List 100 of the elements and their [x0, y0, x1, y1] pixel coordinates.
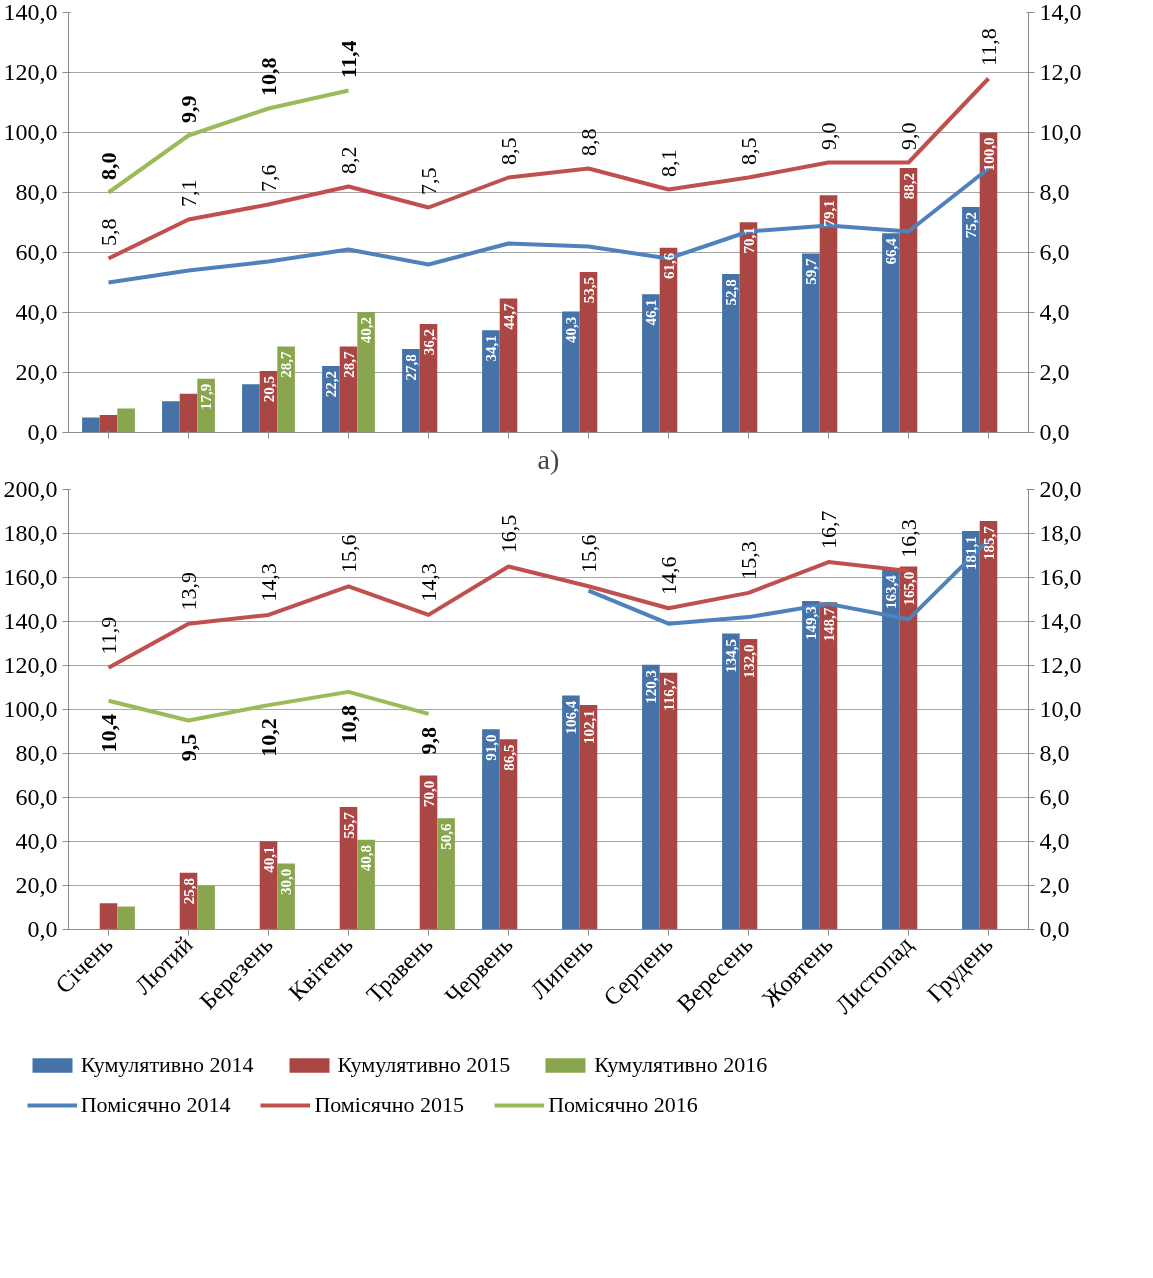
data-label: 15,3	[735, 541, 761, 580]
bar	[962, 531, 980, 930]
data-label: 10,2	[255, 718, 281, 757]
data-label: 9,5	[175, 733, 201, 762]
bar	[979, 520, 998, 930]
data-label: 15,6	[575, 534, 601, 574]
y-tick-label: 100,0	[3, 696, 58, 722]
bar	[659, 672, 678, 930]
y-tick-label: 140,0	[3, 608, 58, 634]
data-label: 10,8	[255, 57, 281, 96]
data-label: 13,9	[175, 572, 201, 611]
legend-label: Кумулятивно 2016	[594, 1052, 768, 1078]
data-label: 70,1	[740, 227, 757, 254]
data-label: 40,8	[358, 845, 375, 872]
legend-label: Помісячно 2014	[80, 1092, 231, 1118]
y2-tick-label: 8,0	[1039, 179, 1070, 205]
data-label: 16,5	[495, 514, 521, 554]
y2-tick-label: 6,0	[1039, 784, 1070, 810]
y2-tick-label: 14,0	[1039, 0, 1082, 25]
y-tick-label: 140,0	[3, 0, 58, 25]
data-label: 53,5	[580, 277, 597, 304]
y-tick-label: 120,0	[3, 652, 58, 678]
data-label: 132,0	[740, 644, 757, 679]
legend-label: Помісячно 2015	[314, 1092, 465, 1118]
bar	[499, 298, 518, 433]
data-label: 28,7	[340, 350, 357, 378]
data-label: 27,8	[402, 354, 419, 381]
bar	[659, 247, 678, 433]
data-label: 14,3	[415, 563, 441, 602]
data-label: 88,2	[900, 172, 917, 200]
bar	[82, 417, 100, 433]
data-label: 8,0	[95, 152, 121, 180]
bar	[99, 903, 118, 930]
y2-tick-label: 8,0	[1039, 740, 1070, 766]
data-label: 11,4	[335, 40, 361, 78]
bar	[722, 633, 740, 930]
data-label: 16,7	[815, 510, 841, 549]
data-label: 106,4	[562, 700, 579, 735]
bar	[579, 704, 598, 930]
bar	[899, 566, 918, 930]
data-label: 7,5	[415, 167, 441, 195]
data-label: 44,7	[500, 302, 517, 330]
bar	[482, 729, 500, 930]
y2-tick-label: 12,0	[1039, 59, 1082, 85]
data-label: 185,7	[980, 525, 997, 560]
data-label: 61,6	[660, 252, 677, 279]
y-tick-label: 60,0	[15, 239, 58, 265]
bar	[499, 739, 518, 930]
bar	[357, 839, 375, 930]
data-label: 17,9	[198, 383, 215, 411]
data-label: 25,8	[180, 878, 197, 905]
legend-label: Кумулятивно 2014	[80, 1052, 254, 1078]
data-label: 66,4	[882, 237, 899, 265]
data-label: 8,8	[575, 128, 601, 156]
bar	[739, 222, 758, 433]
data-label: 116,7	[660, 677, 677, 711]
data-label: 14,3	[255, 563, 281, 602]
data-label: 8,2	[335, 146, 361, 174]
legend-label: Помісячно 2016	[548, 1092, 698, 1118]
data-label: 9,0	[815, 122, 841, 150]
bar	[819, 195, 838, 433]
data-label: 40,2	[358, 316, 375, 344]
y2-tick-label: 14,0	[1039, 608, 1082, 634]
data-label: 8,5	[735, 137, 761, 165]
x-axis-title: a)	[537, 443, 560, 475]
y-tick-label: 180,0	[3, 520, 58, 546]
y2-tick-label: 10,0	[1039, 119, 1082, 145]
y-tick-label: 0,0	[27, 419, 58, 445]
bar	[402, 349, 420, 433]
data-label: 14,6	[655, 556, 681, 596]
data-label: 70,0	[420, 780, 437, 808]
bar	[802, 253, 820, 433]
data-label: 165,0	[900, 571, 917, 606]
bar	[162, 401, 180, 433]
bar	[562, 311, 580, 433]
bar	[579, 272, 598, 433]
data-label: 40,1	[260, 846, 277, 873]
bar	[819, 602, 838, 930]
data-label: 9,8	[415, 727, 441, 755]
data-label: 55,7	[340, 811, 357, 839]
bar	[722, 274, 740, 433]
data-label: 181,1	[962, 536, 979, 571]
data-label: 5,8	[95, 218, 121, 246]
bar	[802, 601, 820, 930]
bar	[642, 664, 660, 930]
data-label: 86,5	[500, 744, 517, 771]
y2-tick-label: 18,0	[1039, 520, 1082, 546]
bar	[419, 775, 438, 930]
data-label: 28,7	[278, 350, 295, 378]
bar	[117, 408, 135, 433]
data-label: 30,0	[278, 868, 295, 896]
y-tick-label: 200,0	[3, 476, 58, 502]
data-label: 7,1	[175, 179, 201, 207]
data-label: 100,0	[980, 137, 997, 172]
bar	[562, 695, 580, 930]
y2-tick-label: 2,0	[1039, 872, 1070, 898]
bar	[882, 233, 900, 433]
bar	[179, 393, 198, 433]
data-label: 46,1	[642, 299, 659, 326]
y2-tick-label: 10,0	[1039, 696, 1082, 722]
